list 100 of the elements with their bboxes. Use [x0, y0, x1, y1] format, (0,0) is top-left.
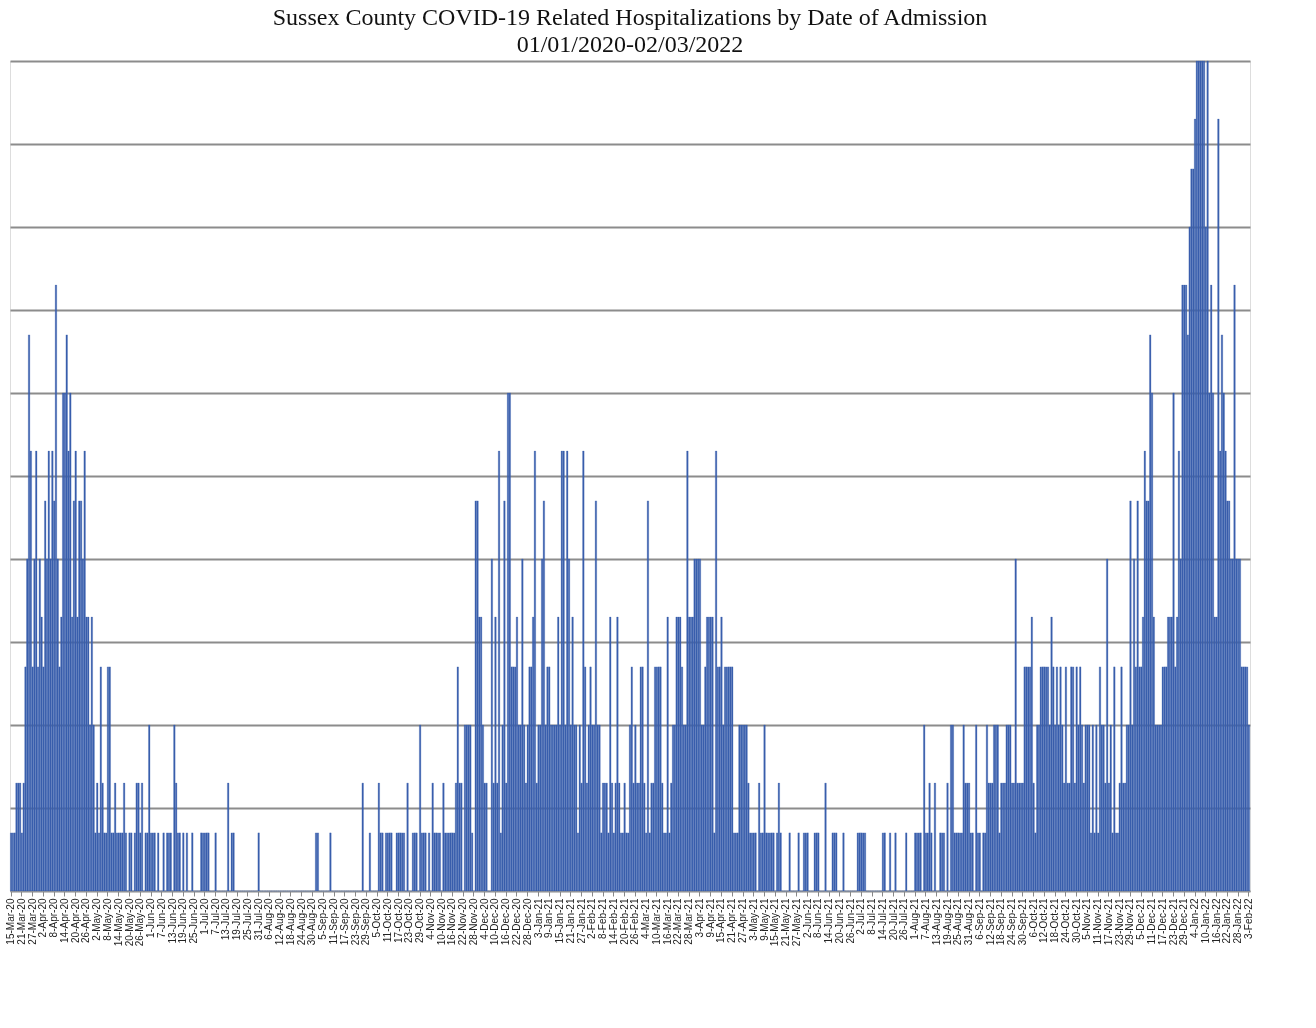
x-tick-label: 3-Apr-21: [693, 898, 705, 938]
x-tick-label: 21-Mar-20: [15, 898, 27, 945]
x-tick-label: 17-Nov-21: [1102, 898, 1114, 946]
chart-subtitle: 01/01/2020-02/03/2022: [516, 30, 744, 57]
x-tick-label: 4-Nov-20: [424, 898, 436, 940]
x-tick-label: 22-Jan-22: [1221, 898, 1233, 944]
x-tick-label: 26-Feb-21: [629, 898, 641, 945]
x-tick-label: 9-Apr-21: [704, 898, 716, 938]
x-tick-label: 6-Oct-21: [1027, 898, 1039, 938]
x-tick-label: 3-Jan-21: [532, 898, 544, 938]
x-tick-label: 7-Jun-20: [155, 898, 167, 938]
x-tick-label: 21-Jan-21: [564, 898, 576, 944]
x-tick-label: 27-Jan-21: [575, 898, 587, 944]
x-tick-label: 12-Sep-21: [984, 898, 996, 946]
x-tick-label: 29-Dec-21: [1178, 898, 1190, 946]
x-tick-label: 9-May-21: [758, 898, 770, 941]
x-tick-label: 15-May-21: [769, 898, 781, 947]
x-tick-label: 11-Oct-20: [381, 898, 393, 943]
x-tick-label: 27-Mar-20: [26, 898, 38, 945]
x-tick-label: 23-Oct-20: [403, 898, 415, 943]
x-tick-label: 16-Dec-20: [500, 898, 512, 946]
x-tick-label: 3-Feb-22: [1242, 898, 1254, 940]
x-tick-label: 30-Sep-21: [1016, 898, 1028, 946]
x-tick-label: 8-Feb-21: [597, 898, 609, 940]
x-tick-label: 27-Apr-21: [737, 898, 749, 943]
x-tick-label: 22-Dec-20: [510, 898, 522, 946]
x-tick-label: 13-Jul-20: [220, 898, 232, 941]
x-tick-label: 25-Aug-21: [952, 898, 964, 946]
x-tick-label: 14-Jul-21: [876, 898, 888, 941]
x-tick-label: 28-Dec-20: [521, 898, 533, 946]
x-tick-label: 20-Jun-21: [833, 898, 845, 944]
x-tick-label: 6-Aug-20: [263, 898, 275, 940]
x-tick-label: 29-Nov-21: [1124, 898, 1136, 946]
x-tick-label: 11-Dec-21: [1146, 898, 1158, 945]
x-tick-label: 1-Jun-20: [145, 898, 157, 938]
x-tick-label: 26-May-20: [134, 898, 146, 947]
x-tick-label: 26-Jun-21: [844, 898, 856, 944]
x-tick-label: 14-Feb-21: [607, 898, 619, 945]
x-tick-label: 4-Jan-22: [1189, 898, 1201, 938]
x-tick-label: 1-Jul-20: [198, 898, 210, 935]
x-tick-label: 9-Jan-21: [543, 898, 555, 938]
chart-title: Sussex County COVID-19 Related Hospitalizations by Date of Admission: [272, 3, 988, 30]
x-tick-label: 16-Mar-21: [661, 898, 673, 945]
x-tick-label: 23-Sep-20: [349, 898, 361, 946]
x-tick-label: 14-Jun-21: [823, 898, 835, 944]
x-tick-label: 16-Jan-22: [1210, 898, 1222, 944]
x-tick-label: 5-Nov-21: [1081, 898, 1093, 940]
x-tick-label: 18-Oct-21: [1049, 898, 1061, 943]
x-tick-label: 3-May-21: [747, 898, 759, 941]
x-tick-label: 10-Dec-20: [489, 898, 501, 946]
x-tick-label: 2-Apr-20: [37, 898, 49, 938]
x-tick-label: 14-May-20: [112, 898, 124, 947]
x-tick-label: 14-Apr-20: [58, 898, 70, 943]
x-tick-label: 27-May-21: [790, 898, 802, 947]
x-tick-label: 22-Mar-21: [672, 898, 684, 945]
x-tick-label: 19-Jul-20: [231, 898, 243, 941]
x-tick-label: 8-May-20: [101, 898, 113, 941]
x-tick-label: 4-Mar-21: [640, 898, 652, 940]
x-tick-label: 7-Aug-21: [919, 898, 931, 940]
x-tick-label: 29-Sep-20: [360, 898, 372, 946]
x-tick-label: 1-Aug-21: [909, 898, 921, 940]
x-tick-label: 24-Sep-21: [1006, 898, 1018, 946]
x-tick-label: 30-Aug-20: [306, 898, 318, 946]
x-tick-label: 2-Jun-21: [801, 898, 813, 938]
x-tick-label: 24-Aug-20: [295, 898, 307, 946]
x-tick-label: 6-Sep-21: [973, 898, 985, 940]
x-tick-label: 11-Nov-21: [1092, 898, 1104, 945]
x-tick-label: 26-Apr-20: [80, 898, 92, 943]
x-tick-label: 23-Nov-21: [1113, 898, 1125, 946]
x-tick-label: 2-Jul-21: [855, 898, 867, 935]
x-tick-label: 12-Oct-21: [1038, 898, 1050, 943]
x-tick-label: 23-Dec-21: [1167, 898, 1179, 946]
x-tick-label: 7-Jul-20: [209, 898, 221, 935]
x-tick-label: 18-Aug-20: [284, 898, 296, 946]
x-tick-label: 29-Oct-20: [414, 898, 426, 943]
x-tick-label: 10-Jan-22: [1199, 898, 1211, 944]
x-tick-label: 31-Aug-21: [963, 898, 975, 946]
x-tick-label: 20-Apr-20: [69, 898, 81, 943]
x-tick-label: 30-Oct-21: [1070, 898, 1082, 943]
x-tick-label: 22-Nov-20: [457, 898, 469, 946]
x-tick-label: 25-Jul-20: [241, 898, 253, 941]
x-tick-label: 25-Jun-20: [188, 898, 200, 944]
x-tick-label: 17-Dec-21: [1156, 898, 1168, 946]
x-tick-label: 8-Jun-21: [812, 898, 824, 938]
x-tick-label: 2-Feb-21: [586, 898, 598, 940]
x-tick-label: 5-Dec-21: [1135, 898, 1147, 940]
x-tick-label: 21-May-21: [780, 898, 792, 947]
x-tick-label: 10-Nov-20: [435, 898, 447, 946]
x-tick-label: 20-May-20: [123, 898, 135, 947]
x-tick-label: 21-Apr-21: [726, 898, 738, 943]
x-tick-label: 4-Dec-20: [478, 898, 490, 940]
x-tick-label: 20-Jul-21: [887, 898, 899, 941]
x-tick-label: 10-Mar-21: [650, 898, 662, 945]
x-tick-label: 15-Mar-20: [5, 898, 17, 945]
x-tick-label: 13-Aug-21: [930, 898, 942, 946]
x-tick-label: 8-Apr-20: [48, 898, 60, 938]
x-tick-label: 12-Aug-20: [274, 898, 286, 946]
x-tick-label: 15-Jan-21: [554, 898, 566, 944]
x-tick-label: 15-Apr-21: [715, 898, 727, 943]
x-tick-label: 19-Aug-21: [941, 898, 953, 946]
